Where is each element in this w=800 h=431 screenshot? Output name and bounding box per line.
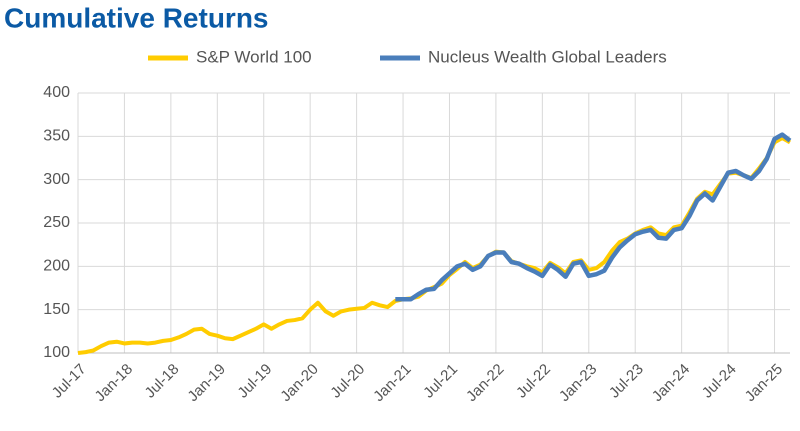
chart-title: Cumulative Returns [4,2,269,33]
x-tick-label: Jul-23 [606,361,647,402]
y-tick-label: 100 [43,344,70,361]
legend-label: Nucleus Wealth Global Leaders [428,47,667,66]
x-tick-label: Jan-19 [184,361,228,405]
series-line [77,136,791,355]
x-tick-label: Jan-25 [742,361,786,405]
y-tick-label: 200 [43,258,70,275]
x-tick-label: Jan-24 [649,361,693,405]
x-tick-label: Jul-21 [420,361,461,402]
series-line [395,132,792,302]
x-tick-label: Jan-21 [370,361,414,405]
x-tick-label: Jul-24 [699,361,740,402]
y-tick-label: 150 [43,301,70,318]
y-tick-label: 300 [43,171,70,188]
x-tick-label: Jul-19 [234,361,275,402]
y-tick-label: 250 [43,214,70,231]
x-tick-label: Jan-22 [463,361,507,405]
legend-label: S&P World 100 [196,47,312,66]
x-tick-label: Jan-23 [556,361,600,405]
x-tick-label: Jan-18 [92,361,136,405]
x-tick-label: Jul-20 [327,361,368,402]
y-tick-label: 400 [43,84,70,101]
x-tick-label: Jul-18 [142,361,183,402]
y-tick-label: 350 [43,128,70,145]
x-tick-label: Jan-20 [277,361,321,405]
x-tick-label: Jul-17 [49,361,90,402]
x-tick-label: Jul-22 [513,361,554,402]
